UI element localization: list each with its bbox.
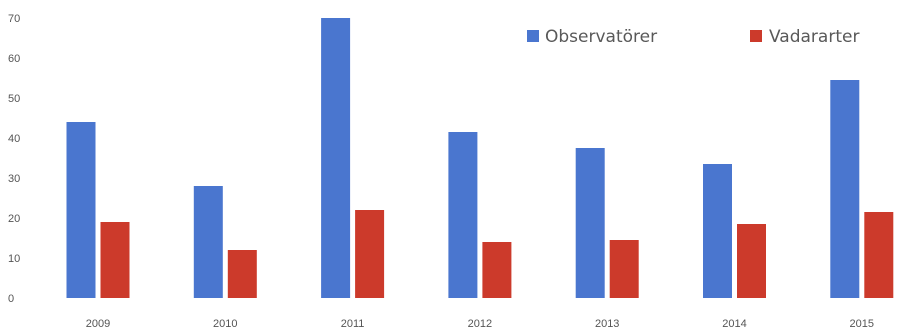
bar-observat-rer-2010 <box>193 186 223 298</box>
bar-observat-rer-2014 <box>703 164 732 298</box>
y-tick-label: 20 <box>8 213 20 225</box>
x-tick-label: 2015 <box>850 318 874 330</box>
bars <box>66 18 894 298</box>
legend-label-vadararter: Vadararter <box>769 27 859 47</box>
bar-vadararter-2013 <box>609 240 639 298</box>
bar-vadararter-2012 <box>482 242 512 298</box>
y-tick-label: 40 <box>8 133 20 145</box>
bar-observat-rer-2015 <box>830 80 860 298</box>
y-tick-label: 30 <box>8 173 20 185</box>
y-tick-label: 50 <box>8 93 20 105</box>
bar-observat-rer-2012 <box>448 132 478 298</box>
y-tick-label: 0 <box>8 293 14 305</box>
legend-swatch-vadararter <box>750 30 762 42</box>
x-tick-label: 2009 <box>86 318 110 330</box>
legend: Observatörer Vadararter <box>527 27 859 47</box>
bar-vadararter-2014 <box>737 224 766 298</box>
bar-observat-rer-2009 <box>66 122 96 298</box>
x-axis-ticks: 2009 2010 2011 2012 2013 2014 2015 <box>86 318 874 330</box>
bar-vadararter-2011 <box>355 210 385 298</box>
y-tick-label: 10 <box>8 253 20 265</box>
x-tick-label: 2011 <box>341 318 365 330</box>
legend-swatch-observatorer <box>527 30 539 42</box>
bar-observat-rer-2013 <box>575 148 605 298</box>
bar-vadararter-2015 <box>864 212 894 298</box>
bar-vadararter-2009 <box>100 222 130 298</box>
y-tick-label: 60 <box>8 53 20 65</box>
bar-vadararter-2010 <box>227 250 257 298</box>
x-tick-label: 2014 <box>722 318 746 330</box>
x-tick-label: 2013 <box>595 318 619 330</box>
y-axis-ticks: 0 10 20 30 40 50 60 70 <box>8 13 20 305</box>
legend-label-observatorer: Observatörer <box>545 27 657 47</box>
bar-observat-rer-2011 <box>321 18 351 298</box>
x-tick-label: 2010 <box>213 318 237 330</box>
x-tick-label: 2012 <box>468 318 492 330</box>
y-tick-label: 70 <box>8 13 20 25</box>
